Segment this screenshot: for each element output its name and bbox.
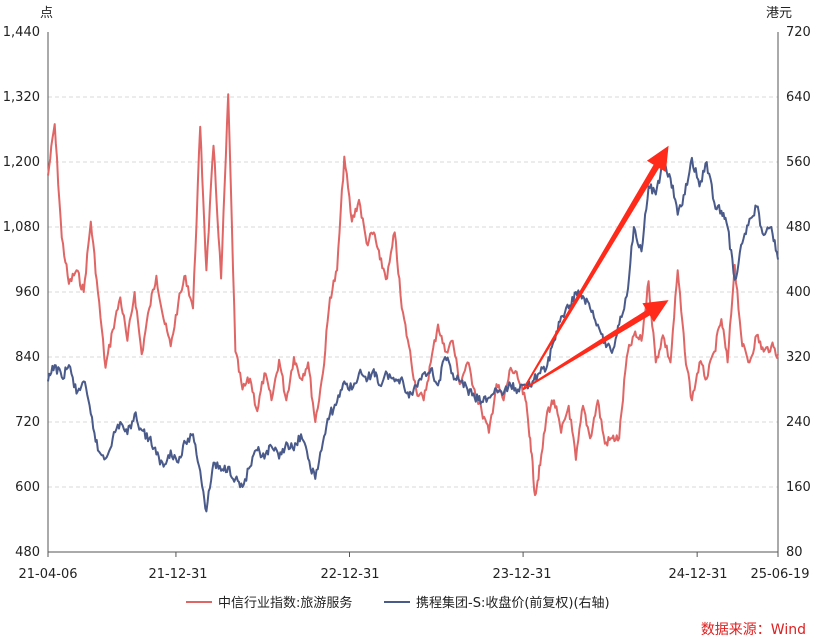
data-source: 数据来源：Wind (701, 622, 806, 638)
right-axis-unit: 港元 (766, 6, 792, 21)
right-tick-label: 480 (786, 220, 811, 235)
grid-lines (48, 96, 778, 488)
left-tick-label: 600 (15, 480, 40, 495)
right-axis-ticks: 720 640 560 480 400 320 240 160 80 (786, 25, 811, 560)
x-tick-label: 23-12-31 (492, 567, 551, 582)
left-tick-label: 1,200 (3, 155, 40, 170)
left-tick-label: 1,080 (3, 220, 40, 235)
series-line-trip-com (47, 156, 779, 513)
x-axis-ticks: 21-04-06 21-12-31 22-12-31 23-12-31 24-1… (18, 567, 809, 582)
series-line-tourism-index (47, 93, 779, 497)
x-tick-label: 22-12-31 (320, 567, 379, 582)
legend-label-trip-com: 携程集团-S:收盘价(前复权)(右轴) (416, 595, 610, 611)
annotation-arrow-upper (522, 145, 669, 390)
annotation-layer (522, 145, 669, 391)
right-tick-label: 160 (786, 480, 811, 495)
legend-label-tourism-index: 中信行业指数:旅游服务 (218, 595, 352, 611)
left-tick-label: 960 (15, 285, 40, 300)
left-tick-label: 480 (15, 545, 40, 560)
left-axis-unit: 点 (40, 6, 53, 21)
x-tick-label: 21-04-06 (18, 567, 77, 582)
x-tick-label: 21-12-31 (148, 567, 207, 582)
right-tick-label: 640 (786, 90, 811, 105)
right-tick-label: 320 (786, 350, 811, 365)
right-tick-label: 240 (786, 415, 811, 430)
x-tick-marks (47, 552, 779, 557)
legend: 中信行业指数:旅游服务 携程集团-S:收盘价(前复权)(右轴) (186, 595, 610, 611)
left-axis-ticks: 1,440 1,320 1,200 1,080 960 840 720 600 … (3, 25, 40, 560)
annotation-arrow-lower (522, 300, 669, 391)
x-tick-label: 24-12-31 (668, 567, 727, 582)
right-tick-label: 720 (786, 25, 811, 40)
x-tick-label: 25-06-19 (750, 567, 809, 582)
left-tick-label: 720 (15, 415, 40, 430)
right-tick-label: 80 (786, 545, 803, 560)
axes (47, 32, 779, 553)
series-layer (47, 93, 779, 513)
right-tick-label: 560 (786, 155, 811, 170)
left-tick-label: 1,440 (3, 25, 40, 40)
left-tick-label: 1,320 (3, 90, 40, 105)
right-tick-label: 400 (786, 285, 811, 300)
left-tick-label: 840 (15, 350, 40, 365)
